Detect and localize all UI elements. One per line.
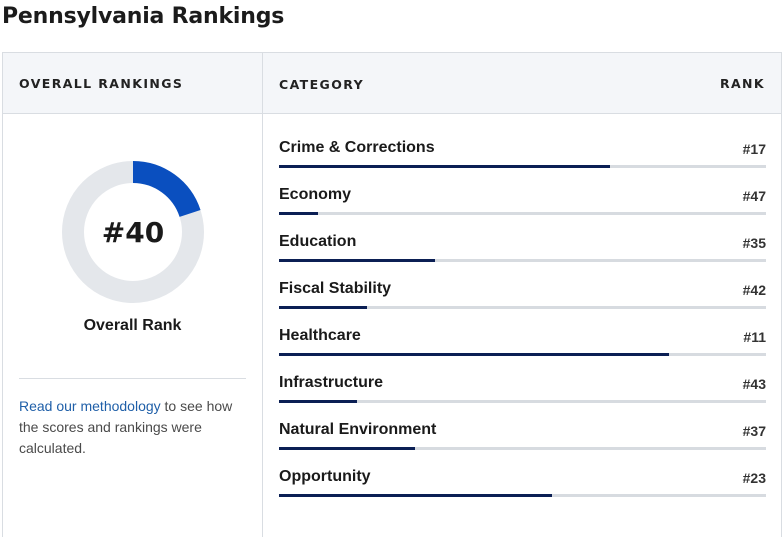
methodology-link[interactable]: Read our methodology (19, 398, 161, 414)
category-rank: #11 (743, 329, 766, 345)
rank-bar-fill (279, 400, 357, 403)
donut-chart (62, 161, 204, 303)
methodology-rest-text: to see how the scores and rankings were … (19, 398, 233, 456)
category-row: Fiscal Stability #42 (279, 280, 766, 327)
rank-bar-track (279, 353, 766, 356)
rank-bar-track (279, 447, 766, 450)
overall-rank-label: Overall Rank (83, 317, 182, 334)
category-name: Crime & Corrections (279, 139, 435, 156)
rank-bar-fill (279, 259, 435, 262)
category-rank: #23 (742, 470, 766, 486)
category-name: Healthcare (279, 327, 361, 344)
column-divider (262, 53, 263, 537)
left-divider (19, 378, 246, 379)
category-row: Crime & Corrections #17 (279, 139, 766, 186)
rank-bar-track (279, 306, 766, 309)
category-name: Economy (279, 186, 352, 203)
rank-bar-fill (279, 447, 416, 450)
methodology-note: Read our methodology to see how the scor… (19, 396, 247, 459)
rank-bar-track (279, 212, 766, 215)
category-row: Opportunity #23 (279, 468, 766, 515)
category-rank: #17 (742, 141, 766, 157)
category-rank: #43 (742, 376, 766, 392)
category-rank: #37 (742, 423, 766, 439)
rank-header: RANK (719, 76, 765, 91)
rank-bar-track (279, 400, 766, 403)
category-name: Natural Environment (279, 421, 437, 438)
overall-rank-value: #40 (101, 215, 165, 249)
category-rank: #42 (742, 282, 766, 298)
rank-bar-fill (279, 212, 318, 215)
rank-bar-fill (279, 165, 611, 168)
rankings-panel: OVERALL RANKINGS CATEGORY RANK #40 Overa… (2, 52, 782, 537)
category-row: Infrastructure #43 (279, 374, 766, 421)
rank-bar-track (279, 494, 766, 497)
category-row: Economy #47 (279, 186, 766, 233)
category-row: Natural Environment #37 (279, 421, 766, 468)
category-name: Infrastructure (279, 374, 384, 391)
category-name: Opportunity (279, 468, 371, 485)
donut-fill-arc (132, 161, 201, 218)
rank-bar-fill (279, 353, 669, 356)
category-name: Education (279, 233, 357, 250)
category-rank: #35 (742, 235, 766, 251)
category-row: Healthcare #11 (279, 327, 766, 374)
overall-rank-donut: #40 (62, 161, 204, 303)
category-rank: #47 (742, 188, 766, 204)
category-list: Crime & Corrections #17 Economy #47 Educatio… (279, 139, 766, 515)
overall-rankings-header: OVERALL RANKINGS (19, 76, 184, 91)
rank-bar-fill (279, 306, 367, 309)
rank-bar-fill (279, 494, 552, 497)
rank-bar-track (279, 165, 766, 168)
rank-bar-track (279, 259, 766, 262)
category-row: Education #35 (279, 233, 766, 280)
page-title: Pennsylvania Rankings (2, 4, 285, 29)
panel-header (3, 53, 781, 114)
category-name: Fiscal Stability (279, 280, 392, 297)
category-header: CATEGORY (279, 77, 365, 92)
